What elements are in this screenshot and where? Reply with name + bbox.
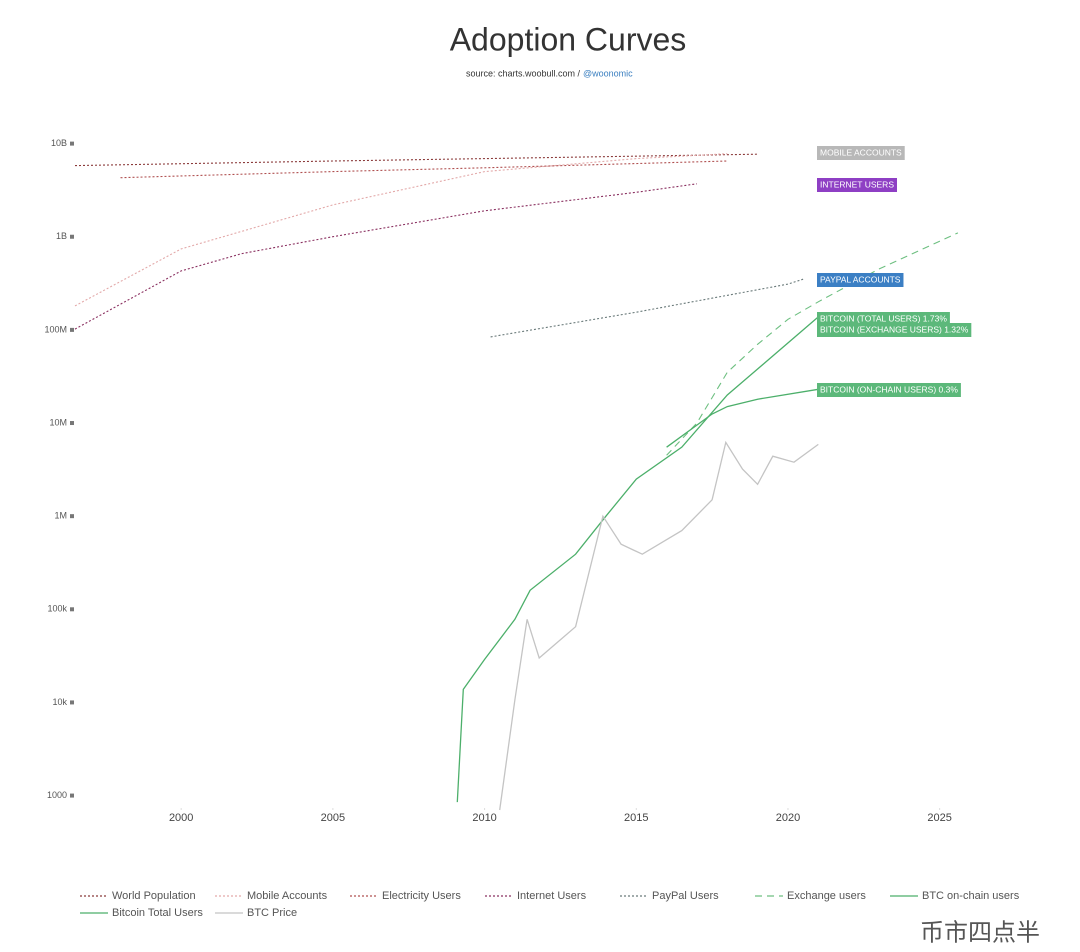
series-line: [74, 153, 758, 167]
y-tick-mark: [70, 234, 74, 239]
legend-label: BTC Price: [247, 907, 297, 919]
series-line: [499, 440, 819, 811]
watermark: 币市四点半: [920, 919, 1040, 946]
y-tick-mark: [70, 514, 74, 519]
series-line: [666, 232, 959, 456]
annotation-text: PAYPAL ACCOUNTS: [820, 274, 901, 284]
annotation-box: [817, 383, 961, 397]
y-tick-label: 1B: [56, 231, 67, 241]
annotation-box: [817, 273, 904, 287]
legend-label: Mobile Accounts: [247, 890, 328, 902]
annotation-box: [817, 323, 972, 337]
series-line: [74, 153, 728, 307]
legend-label: Electricity Users: [382, 890, 461, 902]
y-tick-mark: [70, 141, 74, 146]
annotation-text: INTERNET USERS: [820, 179, 894, 189]
annotation: BITCOIN (EXCHANGE USERS) 1.32%: [817, 323, 972, 337]
y-tick-mark: [70, 793, 74, 798]
y-tick-label: 100k: [47, 604, 67, 614]
x-tick-label: 2005: [321, 812, 345, 824]
annotation-box: [817, 178, 897, 192]
chart-title: Adoption Curves: [450, 21, 687, 57]
legend-label: Internet Users: [517, 890, 587, 902]
subtitle: source: charts.woobull.com /: [466, 68, 581, 78]
y-tick-label: 100M: [44, 324, 67, 334]
y-tick-label: 1M: [54, 511, 67, 521]
legend-label: Bitcoin Total Users: [112, 907, 203, 919]
x-tick-label: 2015: [624, 812, 648, 824]
annotation-text: BITCOIN (ON-CHAIN USERS) 0.3%: [820, 384, 958, 394]
x-tick-label: 2000: [169, 812, 193, 824]
y-tick-label: 10k: [52, 697, 67, 707]
annotation: INTERNET USERS: [817, 178, 897, 192]
series-line: [456, 316, 819, 803]
annotation-text: BITCOIN (EXCHANGE USERS) 1.32%: [820, 324, 969, 334]
series-line: [120, 160, 728, 179]
legend-label: BTC on-chain users: [922, 890, 1020, 902]
series-line: [74, 183, 697, 330]
y-tick-label: 1000: [47, 790, 67, 800]
annotation: PAYPAL ACCOUNTS: [817, 273, 904, 287]
y-tick-mark: [70, 607, 74, 612]
annotation-text: MOBILE ACCOUNTS: [820, 147, 902, 157]
legend-label: Exchange users: [787, 890, 866, 902]
series-line: [490, 278, 804, 338]
annotation: BITCOIN (ON-CHAIN USERS) 0.3%: [817, 383, 961, 397]
x-tick-label: 2010: [472, 812, 496, 824]
annotation-box: [817, 312, 950, 326]
y-tick-mark: [70, 327, 74, 332]
y-tick-mark: [70, 421, 74, 426]
series-line: [666, 388, 819, 448]
y-tick-label: 10M: [49, 417, 67, 427]
annotation: MOBILE ACCOUNTS: [817, 146, 905, 160]
subtitle-link[interactable]: @woonomic: [583, 68, 633, 78]
annotation-box: [817, 146, 905, 160]
legend-label: PayPal Users: [652, 890, 719, 902]
legend-label: World Population: [112, 890, 196, 902]
x-tick-label: 2020: [776, 812, 800, 824]
y-tick-label: 10B: [51, 138, 67, 148]
annotation: BITCOIN (TOTAL USERS) 1.73%: [817, 312, 950, 326]
annotation-text: BITCOIN (TOTAL USERS) 1.73%: [820, 313, 947, 323]
x-tick-label: 2025: [927, 812, 951, 824]
y-tick-mark: [70, 700, 74, 705]
